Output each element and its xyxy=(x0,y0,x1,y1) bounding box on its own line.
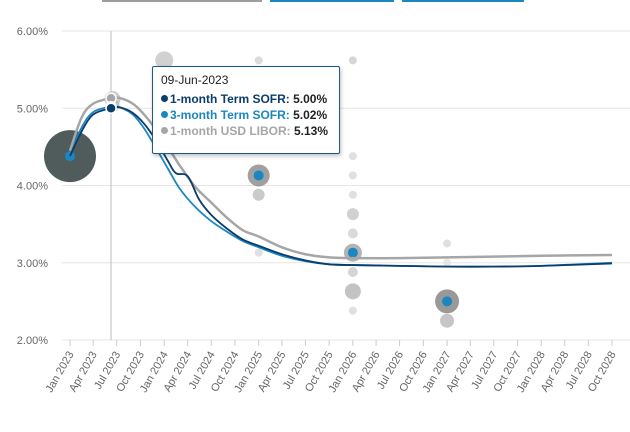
tooltip-row-1m-sofr: 1-month Term SOFR: 5.00% xyxy=(161,91,331,107)
y-tick-label: 2.00% xyxy=(17,335,48,347)
scatter-point[interactable] xyxy=(347,267,358,278)
y-tick-label: 5.00% xyxy=(17,103,48,115)
y-axis-ticks: 2.00% 3.00% 4.00% 5.00% 6.00% xyxy=(17,26,48,347)
series-dot-icon xyxy=(161,111,168,118)
scatter-point[interactable] xyxy=(348,171,357,180)
scatter-point[interactable] xyxy=(443,239,452,248)
tab-indicator-blue-2[interactable] xyxy=(402,0,524,2)
hover-markers xyxy=(105,92,117,114)
tooltip-series-name: 1-month USD LIBOR: xyxy=(170,124,291,138)
scatter-point[interactable] xyxy=(348,306,357,315)
series-lines xyxy=(68,96,613,268)
hover-tooltip: 09-Jun-2023 1-month Term SOFR: 5.00% 3-m… xyxy=(152,66,340,154)
scatter-point[interactable] xyxy=(348,190,357,199)
scatter-point[interactable] xyxy=(254,248,263,257)
tab-indicator-blue-1[interactable] xyxy=(270,0,394,2)
scatter-point[interactable] xyxy=(254,56,263,65)
tooltip-date: 09-Jun-2023 xyxy=(161,73,229,87)
scatter-point[interactable] xyxy=(252,188,265,201)
tab-indicator-gray[interactable] xyxy=(102,0,262,2)
series-line[interactable] xyxy=(68,96,613,260)
scatter-point[interactable] xyxy=(440,313,455,328)
y-tick-label: 6.00% xyxy=(17,26,48,38)
tooltip-row-3m-sofr: 3-month Term SOFR: 5.02% xyxy=(161,107,331,123)
y-tick-label: 4.00% xyxy=(17,181,48,193)
tooltip-row-1m-libor: 1-month USD LIBOR: 5.13% xyxy=(161,123,331,139)
scatter-point[interactable] xyxy=(348,56,357,65)
tooltip-series-name: 3-month Term SOFR: xyxy=(170,108,290,122)
scatter-point[interactable] xyxy=(347,247,358,258)
scatter-point[interactable] xyxy=(443,258,452,267)
scatter-point[interactable] xyxy=(344,283,361,300)
scatter-point[interactable] xyxy=(253,170,264,181)
tooltip-series-value: 5.13% xyxy=(294,124,329,138)
series-line[interactable] xyxy=(69,106,613,268)
scatter-point[interactable] xyxy=(346,208,359,221)
scatter-point[interactable] xyxy=(347,228,358,239)
scatter-point[interactable] xyxy=(348,152,357,161)
series-dot-icon xyxy=(161,95,168,102)
series-dot-icon xyxy=(161,127,168,134)
tooltip-series-name: 1-month Term SOFR: xyxy=(170,92,290,106)
scatter-point[interactable] xyxy=(155,51,174,70)
tooltip-series-value: 5.00% xyxy=(293,92,328,106)
y-tick-label: 3.00% xyxy=(17,258,48,270)
hover-marker xyxy=(105,102,117,114)
scatter-point[interactable] xyxy=(442,296,453,307)
tooltip-series-value: 5.02% xyxy=(293,108,328,122)
